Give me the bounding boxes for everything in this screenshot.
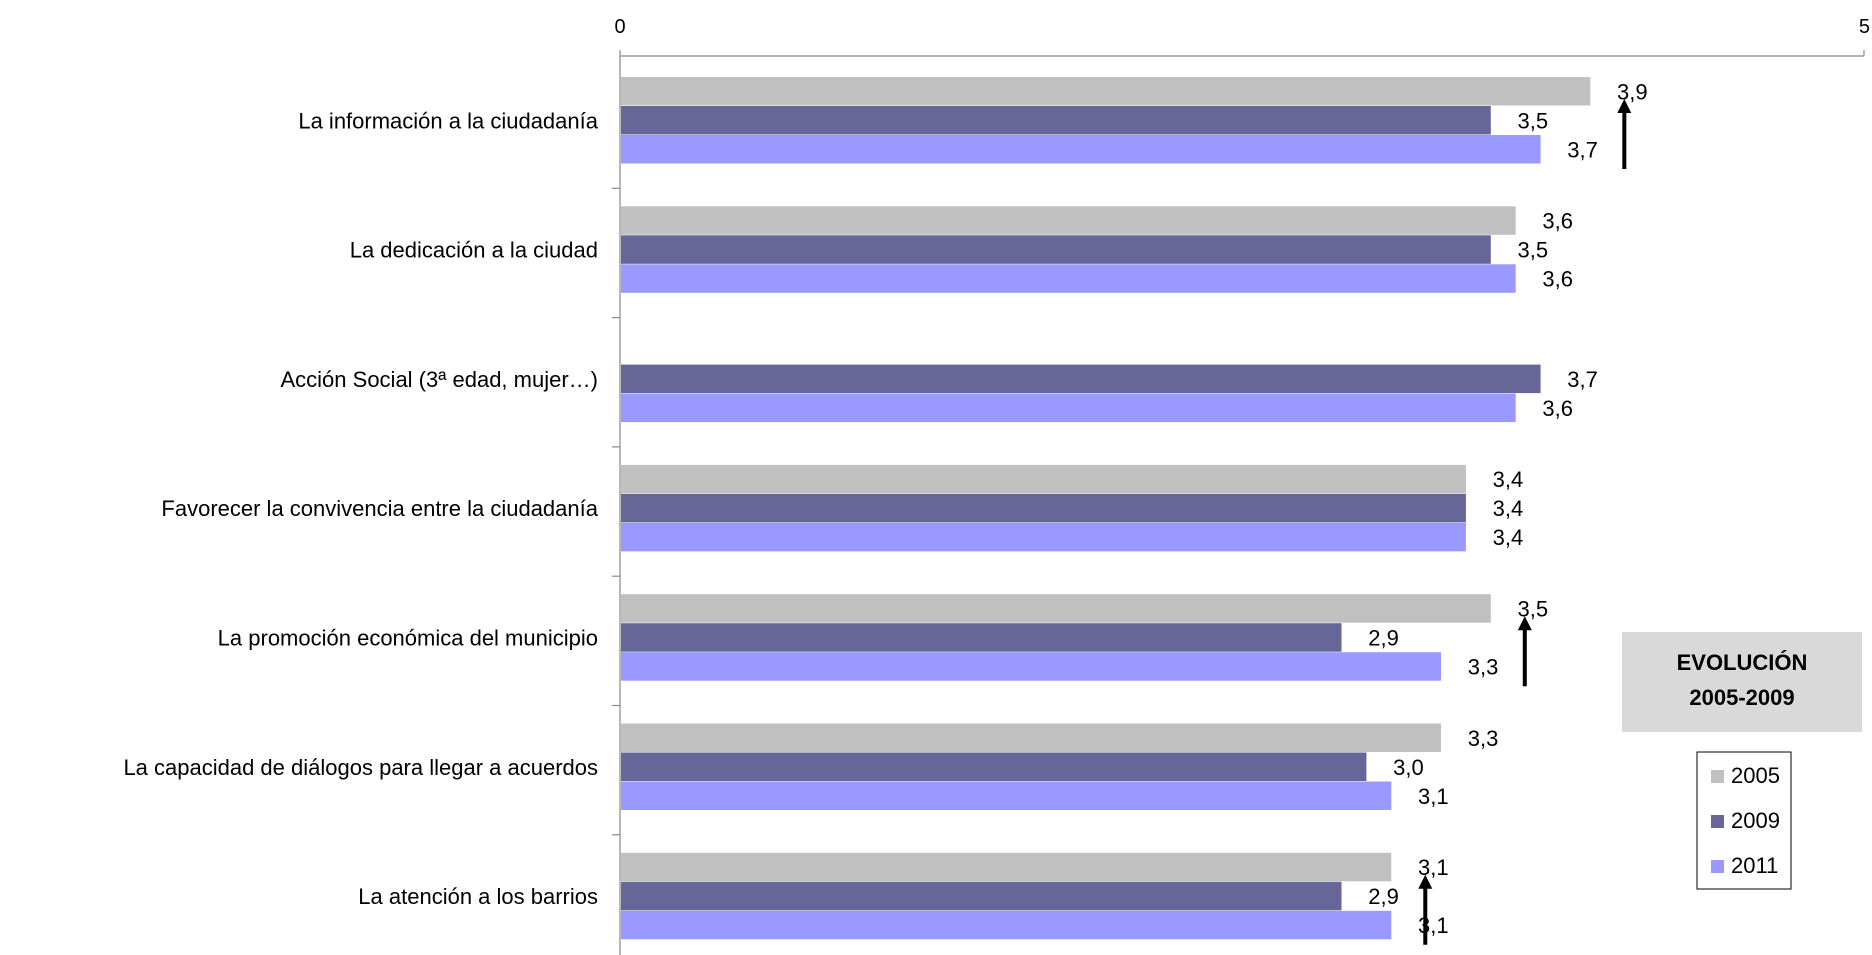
data-label-2009: 3,4 xyxy=(1493,496,1524,521)
bar-2005 xyxy=(621,206,1516,235)
x-tick-label: 0 xyxy=(614,16,625,38)
data-label-2009: 3,5 xyxy=(1518,108,1549,133)
legend: 2005 2009 2011 xyxy=(1696,751,1792,890)
trend-up-arrow-icon xyxy=(1418,874,1433,945)
bars-layer xyxy=(621,77,1591,940)
data-label-2005: 3,5 xyxy=(1518,596,1549,621)
legend-label-2005: 2005 xyxy=(1731,763,1780,788)
labels-layer: La información a la ciudadanía La dedicac… xyxy=(123,79,1647,938)
category-label: La información a la ciudadanía xyxy=(298,108,598,133)
bar-2005 xyxy=(621,852,1392,882)
bar-2011 xyxy=(621,652,1442,681)
bar-2009 xyxy=(621,493,1466,523)
category-label: La atención a los barrios xyxy=(358,884,598,909)
legend-swatch-2009 xyxy=(1711,815,1724,828)
data-label-2005: 3,4 xyxy=(1493,467,1524,492)
bar-2011 xyxy=(621,910,1392,940)
legend-label-2009: 2009 xyxy=(1731,808,1780,833)
trend-up-arrow-icon xyxy=(1517,616,1532,687)
evolution-title: EVOLUCIÓN xyxy=(1677,650,1808,675)
data-label-2009: 3,5 xyxy=(1518,238,1549,263)
data-label-2011: 3,7 xyxy=(1567,137,1598,162)
data-label-2005: 3,6 xyxy=(1542,209,1573,234)
evolution-box-background xyxy=(1622,632,1862,732)
bar-2011 xyxy=(621,135,1541,164)
bar-2005 xyxy=(621,594,1491,623)
data-label-2009: 2,9 xyxy=(1368,625,1399,650)
legend-swatch-2005 xyxy=(1711,770,1724,783)
data-label-2009: 2,9 xyxy=(1368,884,1399,909)
category-label: La capacidad de diálogos para llegar a a… xyxy=(123,755,598,780)
bar-2009 xyxy=(621,881,1342,911)
trend-up-arrow-icon xyxy=(1617,99,1632,169)
bar-2009 xyxy=(621,106,1491,135)
data-label-2011: 3,4 xyxy=(1493,525,1524,550)
bar-2011 xyxy=(621,264,1516,293)
bar-2011 xyxy=(621,522,1466,552)
legend-label-2011: 2011 xyxy=(1731,853,1778,878)
bar-2009 xyxy=(621,364,1541,394)
data-label-2005: 3,3 xyxy=(1468,726,1499,751)
data-label-2011: 3,6 xyxy=(1542,396,1573,421)
category-label: Acción Social (3ª edad, mujer…) xyxy=(281,367,599,392)
data-label-2009: 3,0 xyxy=(1393,755,1424,780)
bar-2005 xyxy=(621,77,1591,106)
data-label-2011: 3,3 xyxy=(1468,654,1499,679)
bar-2009 xyxy=(621,623,1342,652)
bar-2011 xyxy=(621,781,1392,810)
category-label: La dedicación a la ciudad xyxy=(350,238,598,263)
legend-swatch-2011 xyxy=(1711,860,1724,873)
evolution-period: 2005-2009 xyxy=(1689,685,1794,710)
bar-2009 xyxy=(621,752,1367,781)
data-label-2011: 3,1 xyxy=(1418,784,1449,809)
data-label-2005: 3,1 xyxy=(1418,855,1449,880)
bar-2011 xyxy=(621,393,1516,423)
x-tick-label: 5 xyxy=(1859,16,1870,38)
data-label-2005: 3,9 xyxy=(1617,79,1648,104)
bar-2009 xyxy=(621,235,1491,264)
data-label-2011: 3,6 xyxy=(1542,267,1573,292)
data-label-2011: 3,1 xyxy=(1418,913,1449,938)
bar-2005 xyxy=(621,464,1466,494)
data-label-2009: 3,7 xyxy=(1567,367,1598,392)
category-label: Favorecer la convivencia entre la ciudad… xyxy=(161,496,598,521)
bar-2005 xyxy=(621,723,1442,752)
category-label: La promoción económica del municipio xyxy=(218,625,598,650)
arrows-layer xyxy=(1418,99,1632,945)
evolution-box: EVOLUCIÓN 2005-2009 xyxy=(1622,632,1862,732)
